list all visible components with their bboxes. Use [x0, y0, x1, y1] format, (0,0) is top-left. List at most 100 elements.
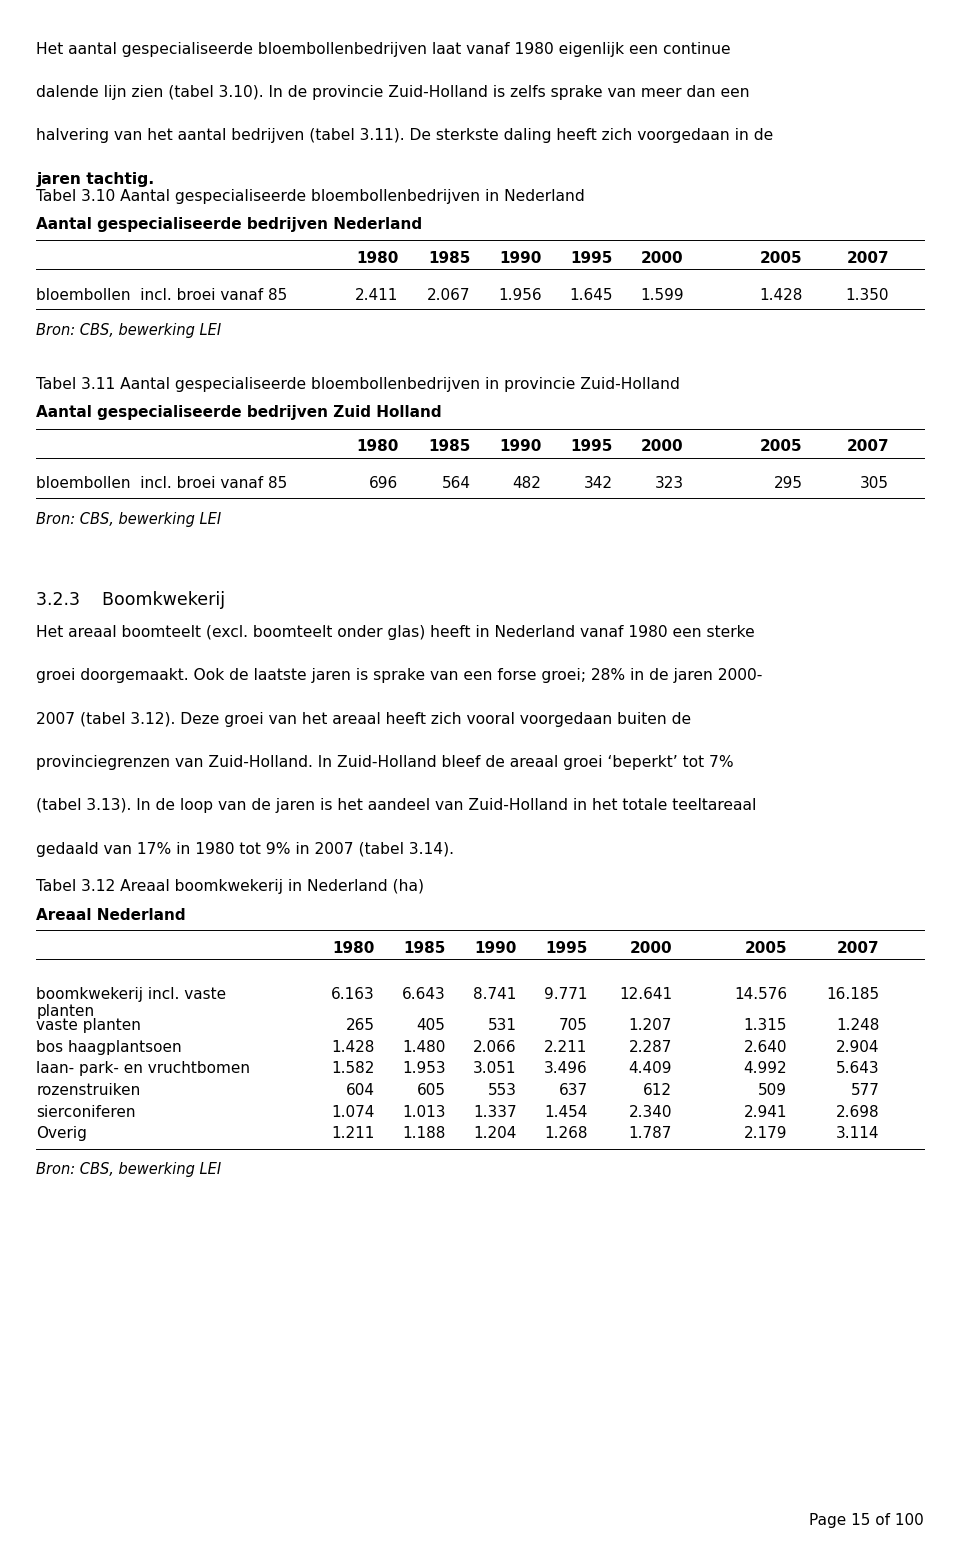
Text: 3.114: 3.114 [836, 1126, 879, 1142]
Text: rozenstruiken: rozenstruiken [36, 1083, 141, 1098]
Text: 6.643: 6.643 [401, 987, 445, 1002]
Text: 2.066: 2.066 [473, 1040, 516, 1055]
Text: 12.641: 12.641 [619, 987, 672, 1002]
Text: bloembollen  incl. broei vanaf 85: bloembollen incl. broei vanaf 85 [36, 288, 288, 303]
Text: 1980: 1980 [356, 251, 398, 266]
Text: 1985: 1985 [403, 941, 445, 956]
Text: 564: 564 [442, 476, 470, 492]
Text: 8.741: 8.741 [473, 987, 516, 1002]
Text: Tabel 3.10 Aantal gespecialiseerde bloembollenbedrijven in Nederland: Tabel 3.10 Aantal gespecialiseerde bloem… [36, 189, 586, 204]
Text: 405: 405 [417, 1018, 445, 1033]
Text: 1.207: 1.207 [629, 1018, 672, 1033]
Text: Overig: Overig [36, 1126, 87, 1142]
Text: 2.179: 2.179 [744, 1126, 787, 1142]
Text: 2005: 2005 [760, 251, 803, 266]
Text: 3.496: 3.496 [543, 1061, 588, 1077]
Text: 2007: 2007 [847, 251, 889, 266]
Text: Aantal gespecialiseerde bedrijven Nederland: Aantal gespecialiseerde bedrijven Nederl… [36, 217, 422, 232]
Text: 1990: 1990 [499, 439, 541, 455]
Text: 1.268: 1.268 [544, 1126, 588, 1142]
Text: 2.941: 2.941 [744, 1105, 787, 1120]
Text: 1.204: 1.204 [473, 1126, 516, 1142]
Text: 1.074: 1.074 [331, 1105, 374, 1120]
Text: 482: 482 [513, 476, 541, 492]
Text: Areaal Nederland: Areaal Nederland [36, 908, 186, 924]
Text: 2.067: 2.067 [427, 288, 470, 303]
Text: 1980: 1980 [332, 941, 374, 956]
Text: jaren tachtig.: jaren tachtig. [36, 172, 155, 187]
Text: 342: 342 [584, 476, 612, 492]
Text: Tabel 3.11 Aantal gespecialiseerde bloembollenbedrijven in provincie Zuid-Hollan: Tabel 3.11 Aantal gespecialiseerde bloem… [36, 377, 681, 393]
Text: 612: 612 [643, 1083, 672, 1098]
Text: 1.013: 1.013 [402, 1105, 445, 1120]
Text: 265: 265 [346, 1018, 374, 1033]
Text: 1.956: 1.956 [498, 288, 541, 303]
Text: 1990: 1990 [474, 941, 516, 956]
Text: 295: 295 [774, 476, 803, 492]
Text: 531: 531 [488, 1018, 516, 1033]
Text: 2005: 2005 [760, 439, 803, 455]
Text: 16.185: 16.185 [827, 987, 879, 1002]
Text: 604: 604 [346, 1083, 374, 1098]
Text: 2.904: 2.904 [836, 1040, 879, 1055]
Text: 1.599: 1.599 [640, 288, 684, 303]
Text: 1980: 1980 [356, 439, 398, 455]
Text: 1.428: 1.428 [759, 288, 803, 303]
Text: 577: 577 [851, 1083, 879, 1098]
Text: 1.787: 1.787 [629, 1126, 672, 1142]
Text: 2.411: 2.411 [355, 288, 398, 303]
Text: 2000: 2000 [630, 941, 672, 956]
Text: Tabel 3.12 Areaal boomkwekerij in Nederland (ha): Tabel 3.12 Areaal boomkwekerij in Nederl… [36, 879, 424, 894]
Text: 2005: 2005 [745, 941, 787, 956]
Text: 2000: 2000 [641, 251, 684, 266]
Text: sierconiferen: sierconiferen [36, 1105, 136, 1120]
Text: 1995: 1995 [545, 941, 588, 956]
Text: 4.992: 4.992 [744, 1061, 787, 1077]
Text: 3.2.3    Boomkwekerij: 3.2.3 Boomkwekerij [36, 591, 226, 610]
Text: 1.428: 1.428 [331, 1040, 374, 1055]
Text: 9.771: 9.771 [544, 987, 588, 1002]
Text: 553: 553 [488, 1083, 516, 1098]
Text: 14.576: 14.576 [734, 987, 787, 1002]
Text: 1990: 1990 [499, 251, 541, 266]
Text: 2.211: 2.211 [544, 1040, 588, 1055]
Text: 605: 605 [417, 1083, 445, 1098]
Text: 2.340: 2.340 [629, 1105, 672, 1120]
Text: halvering van het aantal bedrijven (tabel 3.11). De sterkste daling heeft zich v: halvering van het aantal bedrijven (tabe… [36, 128, 774, 144]
Text: 1.211: 1.211 [331, 1126, 374, 1142]
Text: groei doorgemaakt. Ook de laatste jaren is sprake van een forse groei; 28% in de: groei doorgemaakt. Ook de laatste jaren … [36, 668, 763, 684]
Text: 1985: 1985 [428, 251, 470, 266]
Text: 1995: 1995 [570, 439, 612, 455]
Text: Aantal gespecialiseerde bedrijven Zuid Holland: Aantal gespecialiseerde bedrijven Zuid H… [36, 405, 443, 421]
Text: (tabel 3.13). In de loop van de jaren is het aandeel van Zuid-Holland in het tot: (tabel 3.13). In de loop van de jaren is… [36, 798, 756, 814]
Text: 2000: 2000 [641, 439, 684, 455]
Text: 1.337: 1.337 [473, 1105, 516, 1120]
Text: 6.163: 6.163 [330, 987, 374, 1002]
Text: 2007 (tabel 3.12). Deze groei van het areaal heeft zich vooral voorgedaan buiten: 2007 (tabel 3.12). Deze groei van het ar… [36, 712, 691, 727]
Text: 1.480: 1.480 [402, 1040, 445, 1055]
Text: 1.454: 1.454 [544, 1105, 588, 1120]
Text: 2007: 2007 [837, 941, 879, 956]
Text: 1.188: 1.188 [402, 1126, 445, 1142]
Text: 1985: 1985 [428, 439, 470, 455]
Text: laan- park- en vruchtbomen: laan- park- en vruchtbomen [36, 1061, 251, 1077]
Text: bos haagplantsoen: bos haagplantsoen [36, 1040, 182, 1055]
Text: 509: 509 [758, 1083, 787, 1098]
Text: bloembollen  incl. broei vanaf 85: bloembollen incl. broei vanaf 85 [36, 476, 288, 492]
Text: 2007: 2007 [847, 439, 889, 455]
Text: 2.698: 2.698 [836, 1105, 879, 1120]
Text: provinciegrenzen van Zuid-Holland. In Zuid-Holland bleef de areaal groei ‘beperk: provinciegrenzen van Zuid-Holland. In Zu… [36, 755, 734, 770]
Text: 3.051: 3.051 [473, 1061, 516, 1077]
Text: 637: 637 [559, 1083, 588, 1098]
Text: 1.315: 1.315 [744, 1018, 787, 1033]
Text: 1.582: 1.582 [331, 1061, 374, 1077]
Text: 323: 323 [655, 476, 684, 492]
Text: Bron: CBS, bewerking LEI: Bron: CBS, bewerking LEI [36, 512, 222, 528]
Text: boomkwekerij incl. vaste
planten: boomkwekerij incl. vaste planten [36, 987, 227, 1019]
Text: Bron: CBS, bewerking LEI: Bron: CBS, bewerking LEI [36, 1162, 222, 1177]
Text: vaste planten: vaste planten [36, 1018, 141, 1033]
Text: 1.645: 1.645 [569, 288, 612, 303]
Text: dalende lijn zien (tabel 3.10). In de provincie Zuid-Holland is zelfs sprake van: dalende lijn zien (tabel 3.10). In de pr… [36, 85, 750, 101]
Text: 1.248: 1.248 [836, 1018, 879, 1033]
Text: 4.409: 4.409 [629, 1061, 672, 1077]
